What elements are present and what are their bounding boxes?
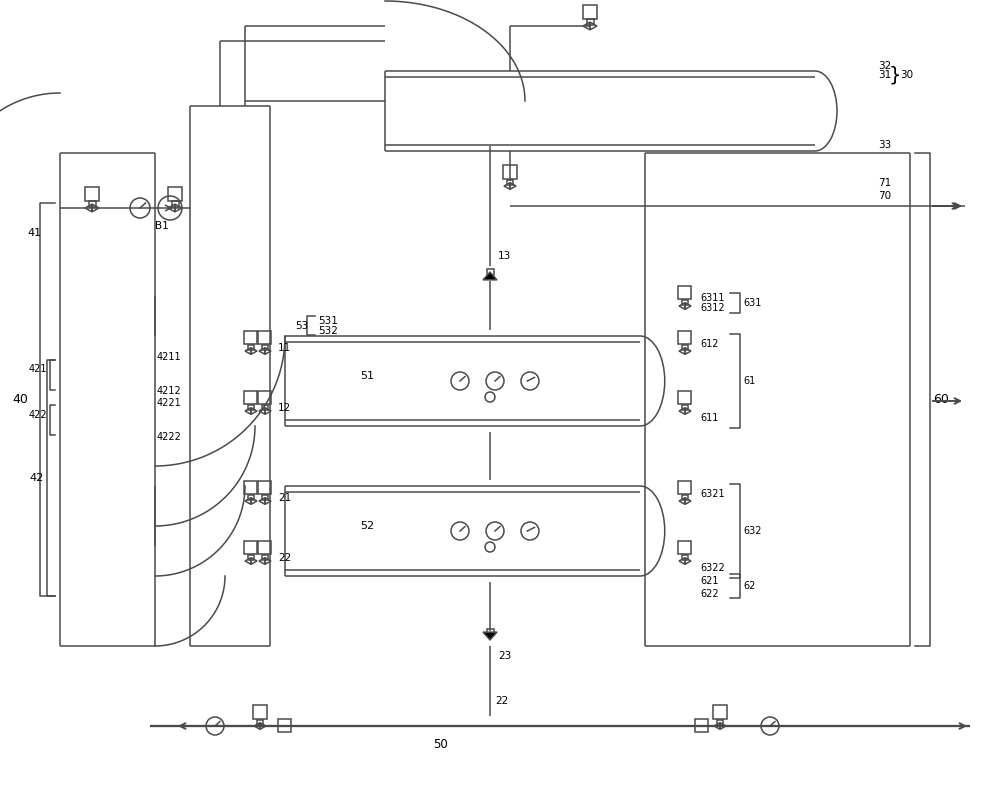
Text: 22: 22 — [278, 553, 291, 563]
Bar — [682, 555, 688, 560]
Text: 6322: 6322 — [700, 563, 725, 573]
Text: 53: 53 — [295, 321, 308, 331]
Text: 421: 421 — [28, 364, 47, 375]
Text: 62: 62 — [743, 581, 755, 591]
Bar — [248, 405, 254, 410]
Text: 6321: 6321 — [700, 489, 725, 499]
Bar — [258, 391, 271, 404]
Bar — [678, 541, 691, 554]
Text: 70: 70 — [878, 191, 891, 201]
Text: 50: 50 — [433, 738, 447, 751]
Bar — [244, 391, 257, 404]
Text: 23: 23 — [498, 651, 511, 661]
Text: 611: 611 — [700, 413, 718, 423]
Bar — [262, 405, 268, 410]
Bar — [678, 391, 691, 404]
Text: 4222: 4222 — [157, 432, 182, 441]
Bar — [717, 720, 723, 725]
Text: 33: 33 — [878, 140, 891, 150]
Text: 4212: 4212 — [157, 387, 182, 396]
Bar — [486, 268, 494, 275]
Bar — [244, 541, 257, 554]
Text: 632: 632 — [743, 526, 762, 536]
Text: 32: 32 — [878, 61, 891, 71]
Text: 622: 622 — [700, 589, 719, 599]
Text: 22: 22 — [495, 696, 508, 706]
Text: 52: 52 — [360, 521, 374, 531]
Bar — [248, 555, 254, 560]
Text: 631: 631 — [743, 298, 761, 308]
Text: 71: 71 — [878, 178, 891, 188]
Text: 4211: 4211 — [157, 352, 182, 363]
Bar — [262, 555, 268, 560]
Text: 60: 60 — [933, 393, 949, 406]
Text: 13: 13 — [498, 251, 511, 261]
Text: 6312: 6312 — [700, 303, 725, 313]
Bar — [682, 495, 688, 500]
Bar — [244, 481, 257, 494]
Bar — [258, 331, 271, 344]
Bar — [258, 481, 271, 494]
Bar — [503, 165, 517, 179]
Text: 11: 11 — [278, 343, 291, 353]
Polygon shape — [483, 272, 497, 280]
Text: 12: 12 — [278, 403, 291, 413]
Bar — [682, 300, 688, 305]
Bar — [678, 481, 691, 494]
Bar — [244, 331, 257, 344]
Text: 6311: 6311 — [700, 293, 724, 303]
Text: 42: 42 — [30, 473, 44, 483]
Text: 21: 21 — [278, 493, 291, 503]
Text: 422: 422 — [28, 409, 47, 420]
Bar — [262, 495, 268, 500]
Bar — [486, 629, 494, 635]
Bar — [85, 187, 99, 201]
Bar — [583, 5, 597, 19]
Bar — [257, 720, 263, 725]
Bar — [507, 179, 513, 185]
Bar — [168, 187, 182, 201]
Bar — [678, 286, 691, 299]
Bar — [258, 541, 271, 554]
Bar — [586, 18, 594, 25]
Bar — [253, 705, 267, 719]
Bar — [682, 405, 688, 410]
Text: $\}$: $\}$ — [888, 64, 900, 86]
Text: 532: 532 — [318, 326, 338, 336]
Text: 4221: 4221 — [157, 397, 182, 408]
Polygon shape — [483, 632, 497, 640]
Bar — [262, 344, 268, 350]
Bar — [678, 331, 691, 344]
Text: 30: 30 — [900, 70, 913, 80]
Bar — [88, 200, 96, 207]
Text: 531: 531 — [318, 316, 338, 326]
Bar — [248, 344, 254, 350]
Bar — [248, 495, 254, 500]
Bar — [278, 719, 291, 732]
Text: 612: 612 — [700, 339, 718, 349]
Text: 621: 621 — [700, 576, 718, 586]
Bar — [713, 705, 727, 719]
Text: 41: 41 — [28, 228, 42, 238]
Text: 31: 31 — [878, 70, 891, 80]
Bar — [682, 344, 688, 350]
Text: B1: B1 — [155, 221, 169, 231]
Text: 61: 61 — [743, 376, 755, 386]
Text: 40: 40 — [12, 393, 28, 406]
Bar — [695, 719, 708, 732]
Bar — [172, 200, 178, 207]
Text: 51: 51 — [360, 371, 374, 381]
